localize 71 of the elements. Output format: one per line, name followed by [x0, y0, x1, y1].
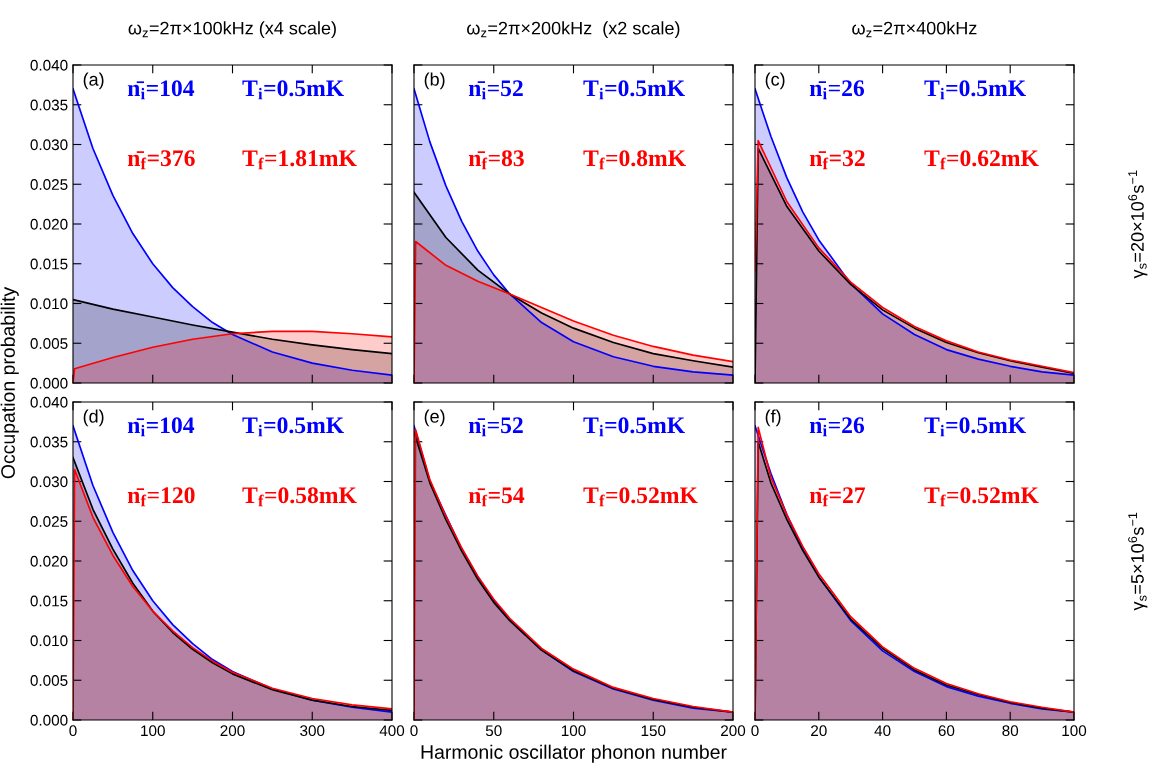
y-axis-title: Occupation probability [0, 286, 19, 479]
y2-axis-title: γ$_{s}$=20×10$^{6}$s$^{−1}$ [1128, 170, 1148, 279]
annotation: T$_{i}$=0.5mK [242, 80, 344, 100]
y-tick-label: 0.035 [30, 99, 68, 111]
y-tick-label: 0.020 [30, 218, 68, 230]
annotation: T$_{f}$=0.62mK [924, 150, 1039, 170]
annotation: (e) [424, 409, 445, 427]
annotation: T$_{f}$=0.58mK [242, 487, 357, 507]
y-tick-label: 0.015 [30, 258, 68, 270]
annotation: T$_{f}$=1.81mK [242, 150, 357, 170]
x-tick-label: 100 [141, 725, 165, 737]
annotation: n̄$_{i}$=26 [809, 417, 865, 437]
x-tick-label: 20 [811, 725, 827, 737]
annotation: n̄$_{f}$=54 [468, 487, 525, 507]
annotation: (f) [765, 409, 781, 427]
annotation: n̄$_{i}$=26 [809, 80, 865, 100]
annotation: T$_{f}$=0.52mK [924, 487, 1039, 507]
y2-axis-title: γ$_{s}$=5×10$^{6}$s$^{−1}$ [1128, 512, 1148, 611]
x-tick-label: 80 [1002, 725, 1019, 737]
x-tick-label: 0 [410, 725, 418, 737]
chart-title: ω$_{z}$=2π×400kHz [852, 21, 977, 38]
annotation: n̄$_{i}$=104 [127, 80, 195, 100]
annotation: T$_{f}$=0.8mK [583, 150, 686, 170]
annotation: T$_{f}$=0.52mK [583, 487, 698, 507]
x-tick-label: 100 [1062, 725, 1087, 737]
annotation: (d) [83, 409, 104, 427]
annotation: (b) [424, 72, 445, 90]
annotation: n̄$_{f}$=83 [468, 150, 524, 170]
y-tick-label: 0.040 [30, 59, 68, 71]
y-tick-label: 0.040 [30, 396, 68, 408]
y-tick-label: 0.010 [30, 298, 68, 310]
y-tick-label: 0.025 [30, 516, 68, 527]
annotation: n̄$_{i}$=52 [468, 417, 523, 437]
y-tick-label: 0.005 [30, 675, 68, 686]
chart-title: ω$_{z}$=2π×100kHz (x4 scale) [128, 21, 336, 39]
x-tick-label: 150 [641, 725, 666, 737]
annotation: T$_{i}$=0.5mK [242, 417, 344, 437]
y-tick-label: 0.035 [30, 436, 68, 448]
x-tick-label: 300 [300, 725, 325, 737]
x-tick-label: 0 [751, 725, 759, 737]
y-tick-label: 0.000 [30, 714, 68, 726]
annotation: T$_{i}$=0.5mK [924, 80, 1026, 100]
x-tick-label: 200 [220, 725, 245, 737]
y-tick-label: 0.010 [30, 635, 68, 647]
annotation: n̄$_{f}$=120 [127, 487, 195, 507]
y-tick-label: 0.020 [30, 555, 68, 567]
annotation: T$_{i}$=0.5mK [583, 80, 685, 100]
y-tick-label: 0.005 [30, 338, 68, 349]
annotation: (c) [765, 72, 785, 90]
y-tick-label: 0.030 [30, 476, 68, 488]
chart-title: ω$_{z}$=2π×200kHz (x2 scale) [467, 21, 680, 39]
annotation: T$_{i}$=0.5mK [583, 417, 685, 437]
x-tick-label: 50 [485, 725, 502, 737]
annotation: n̄$_{i}$=104 [127, 417, 195, 437]
annotation: n̄$_{f}$=376 [127, 150, 195, 170]
x-tick-label: 40 [874, 725, 891, 737]
y-tick-label: 0.025 [30, 179, 68, 190]
annotation: T$_{i}$=0.5mK [924, 417, 1026, 437]
y-tick-label: 0.030 [30, 139, 68, 151]
x-tick-label: 100 [561, 725, 586, 737]
x-tick-label: 60 [938, 725, 955, 737]
x-axis-title: Harmonic oscillator phonon number [421, 744, 727, 763]
y-tick-label: 0.015 [30, 595, 68, 607]
annotation: n̄$_{f}$=27 [809, 487, 866, 507]
annotation: n̄$_{i}$=52 [468, 80, 523, 100]
y-tick-label: 0.000 [30, 377, 68, 389]
x-tick-label: 400 [379, 725, 405, 737]
x-tick-label: 0 [69, 725, 77, 737]
annotation: (a) [83, 72, 104, 90]
annotation: n̄$_{f}$=32 [809, 150, 865, 170]
x-tick-label: 200 [721, 725, 746, 737]
